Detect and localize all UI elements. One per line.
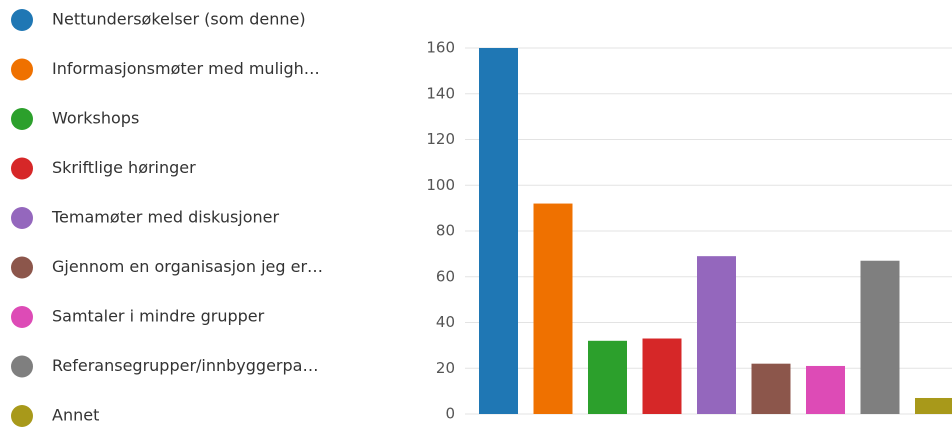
bar	[860, 260, 900, 414]
y-tick-label: 120	[426, 130, 455, 148]
legend-label[interactable]: Gjennom en organisasjon jeg er…	[52, 257, 323, 276]
legend-label[interactable]: Referansegrupper/innbyggerpa…	[52, 356, 318, 375]
legend-swatch[interactable]	[11, 306, 33, 328]
legend-label[interactable]: Workshops	[52, 109, 139, 128]
legend-swatch[interactable]	[11, 355, 33, 378]
legend-label[interactable]: Annet	[52, 406, 99, 425]
legend-swatch[interactable]	[11, 405, 33, 427]
y-tick-label: 140	[426, 84, 455, 102]
legend-swatch[interactable]	[11, 9, 33, 31]
legend-swatch[interactable]	[11, 256, 33, 279]
bar	[697, 256, 736, 414]
y-tick-label: 0	[445, 405, 455, 423]
legend-label[interactable]: Skriftlige høringer	[52, 158, 196, 177]
legend-label[interactable]: Nettundersøkelser (som denne)	[52, 10, 306, 29]
legend-swatch[interactable]	[11, 58, 33, 81]
bar	[806, 365, 845, 414]
y-tick-label: 40	[436, 313, 455, 331]
y-tick-label: 20	[436, 359, 455, 377]
legend-swatch[interactable]	[11, 108, 33, 130]
legend-label[interactable]: Informasjonsmøter med muligh…	[52, 59, 320, 78]
legend-label[interactable]: Temamøter med diskusjoner	[51, 208, 280, 227]
legend-swatch[interactable]	[11, 207, 33, 229]
legend-swatch[interactable]	[11, 157, 33, 180]
y-tick-label: 80	[436, 222, 455, 240]
y-tick-label: 100	[426, 176, 455, 194]
y-tick-label: 60	[436, 267, 455, 285]
bar	[751, 363, 791, 414]
bar	[915, 397, 952, 414]
bar	[479, 48, 518, 414]
y-tick-label: 160	[426, 39, 455, 57]
bar	[533, 203, 573, 414]
bar	[642, 338, 682, 414]
bar	[588, 340, 627, 414]
legend-label[interactable]: Samtaler i mindre grupper	[52, 307, 265, 326]
